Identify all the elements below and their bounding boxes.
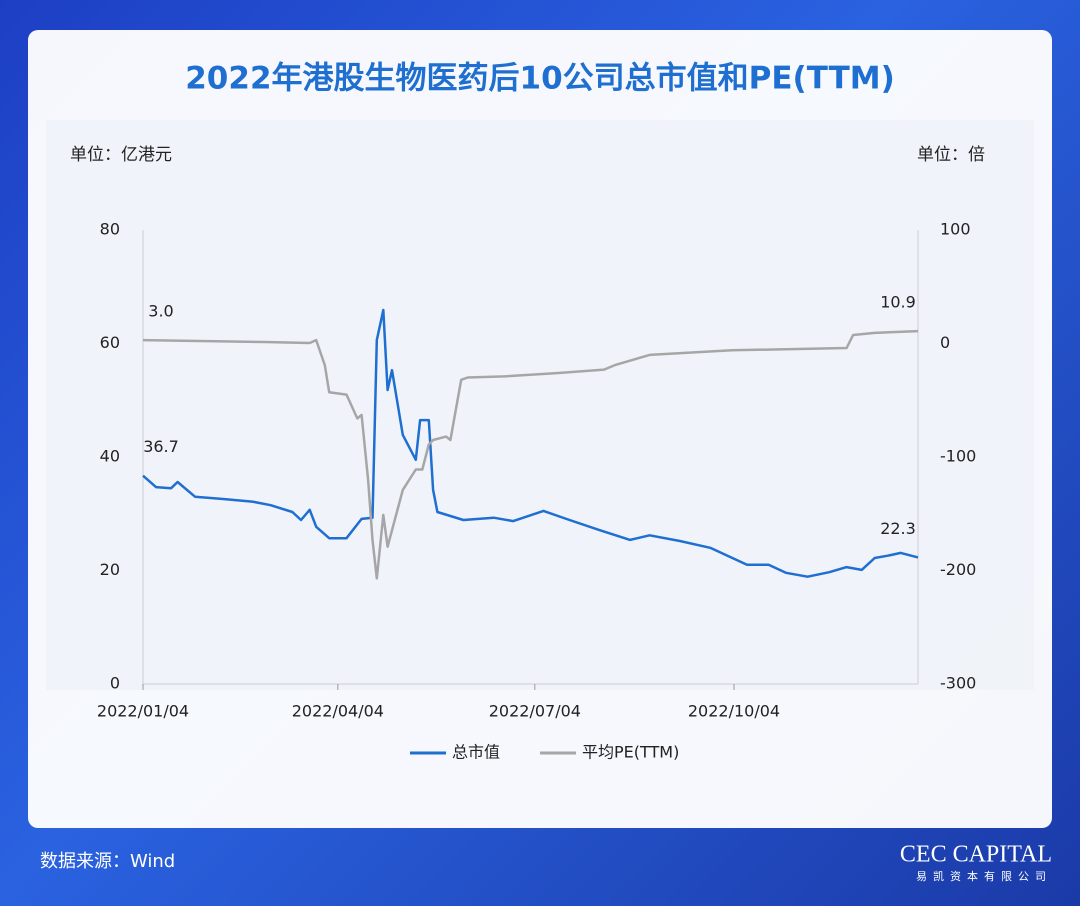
data-label: 10.9: [880, 293, 916, 312]
y-axis-label: 单位：亿港元: [70, 145, 172, 165]
line-series: [142, 308, 919, 578]
data-label: 22.3: [880, 519, 916, 538]
x-tick-label: 2022/07/04: [489, 702, 581, 721]
plot-panel: [46, 120, 1034, 690]
data-label: 36.7: [143, 437, 179, 456]
legend-label: 总市值: [452, 743, 500, 762]
y2-tick-label: -100: [940, 447, 976, 466]
logo-subtitle: 易凯资本有限公司: [916, 869, 1052, 883]
chart-title: 2022年港股生物医药后10公司总市值和PE(TTM): [185, 61, 895, 97]
y2-axis-label: 单位：倍: [917, 145, 985, 165]
y-tick-label: 40: [100, 447, 120, 466]
source: 数据来源：Wind: [40, 851, 175, 872]
y-tick-label: 0: [110, 674, 120, 693]
y2-tick-label: 0: [940, 333, 950, 352]
x-tick-label: 2022/10/04: [688, 702, 780, 721]
y-tick-label: 20: [100, 560, 120, 579]
y-tick-label: 80: [100, 220, 120, 239]
x-tick-label: 2022/01/04: [97, 702, 189, 721]
legend-label: 平均PE(TTM): [582, 743, 679, 762]
line-series: [142, 329, 919, 580]
y2-tick-label: -200: [940, 560, 976, 579]
logo: CEC CAPITAL: [900, 842, 1052, 868]
y2-tick-label: 100: [940, 220, 971, 239]
x-tick-label: 2022/04/04: [292, 702, 384, 721]
data-label: 3.0: [148, 302, 173, 321]
y-tick-label: 60: [100, 333, 120, 352]
y2-tick-label: -300: [940, 674, 976, 693]
